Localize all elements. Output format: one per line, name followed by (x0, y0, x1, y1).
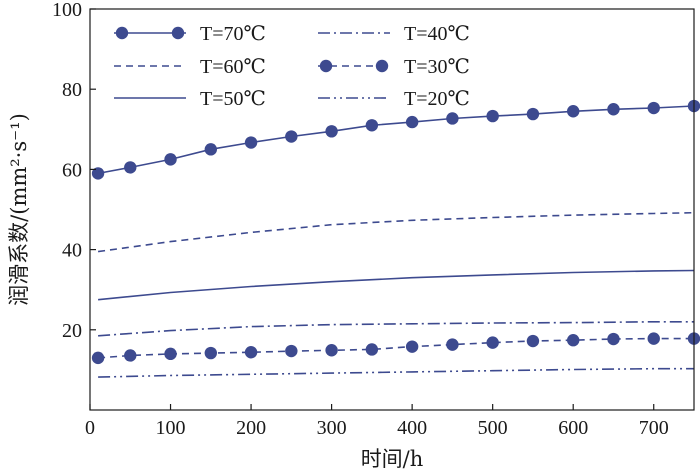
series-5-point (647, 332, 660, 345)
series-5-point (486, 336, 499, 349)
series-5-point (446, 338, 459, 351)
series-1-point (325, 125, 338, 138)
x-tick-label: 100 (156, 417, 186, 439)
legend-label: T=30℃ (404, 56, 470, 78)
series-5-point (365, 343, 379, 356)
series-5-point (124, 349, 137, 362)
series-5-point (164, 347, 177, 361)
series-6-line (98, 367, 694, 378)
series-5-point (607, 332, 620, 346)
legend-label: T=60℃ (200, 56, 266, 78)
series-1-point (526, 107, 540, 121)
series-5 (91, 332, 700, 365)
series-1-point (446, 112, 459, 125)
legend-swatch-marker (171, 26, 185, 40)
series-2-line (97, 211, 695, 253)
series-1-point (405, 115, 419, 129)
x-axis-title: 时间/h (361, 447, 424, 471)
series-3 (98, 269, 695, 301)
y-axis-title: 润滑系数/(mm²·s⁻¹) (7, 113, 31, 306)
plot-area (91, 99, 700, 378)
series-5-point (91, 351, 105, 365)
series-5-point (405, 340, 419, 353)
series-1-point (647, 101, 660, 115)
series-6 (98, 367, 694, 378)
y-tick-label: 60 (62, 159, 82, 181)
x-tick-label: 200 (236, 417, 266, 439)
series-1-point (365, 119, 379, 132)
legend-label: T=20℃ (404, 88, 470, 110)
series-1-point (164, 153, 177, 166)
legend-item-2: T=60℃ (114, 56, 266, 78)
plot-frame (89, 8, 695, 411)
series-1-point (124, 161, 137, 174)
legend-label: T=50℃ (200, 88, 266, 110)
legend-label: T=40℃ (404, 23, 470, 45)
series-5-line (98, 337, 694, 359)
series-5-point (526, 334, 540, 348)
series-5-point (244, 346, 258, 359)
y-tick-label: 40 (62, 240, 82, 262)
x-tick-label: 0 (85, 417, 95, 439)
legend-swatch-marker (319, 59, 333, 73)
x-tick-label: 500 (478, 417, 508, 439)
series-1-point (486, 109, 499, 123)
y-tick-label: 100 (52, 0, 82, 21)
legend-swatch-marker (115, 26, 129, 40)
series-5-point (204, 346, 217, 360)
series-1-point (204, 143, 217, 156)
legend-item-5: T=30℃ (318, 56, 470, 78)
series-1-point (567, 105, 580, 118)
legend-swatch-marker (375, 59, 389, 73)
series-5-point (285, 344, 298, 358)
x-tick-label: 400 (397, 417, 427, 439)
series-5-point (567, 334, 580, 347)
y-tick-label: 80 (62, 79, 82, 101)
legend: T=70℃ T=60℃ T=50℃ T=40℃ T=30℃ T=20℃ (114, 23, 470, 110)
series-2 (97, 211, 695, 253)
x-tick-label: 300 (317, 417, 347, 439)
legend-item-4: T=40℃ (318, 23, 470, 45)
series-1-point (285, 130, 298, 143)
series-1 (91, 99, 700, 180)
series-4-line (98, 320, 694, 337)
axes: 0 100 200 300 400 500 600 700 20 40 60 80 100 (52, 0, 695, 439)
legend-item-6: T=20℃ (318, 88, 470, 110)
y-tick-label: 20 (62, 320, 82, 342)
x-tick-label: 600 (558, 417, 588, 439)
series-1-point (607, 103, 620, 116)
legend-label: T=70℃ (200, 23, 266, 45)
legend-item-3: T=50℃ (114, 88, 266, 110)
series-4 (98, 320, 694, 337)
legend-item-1: T=70℃ (114, 23, 266, 45)
series-1-point (91, 167, 105, 180)
series-5-point (325, 344, 338, 357)
series-1-point (244, 136, 258, 149)
series-1-line (97, 105, 695, 175)
x-tick-label: 700 (639, 417, 669, 439)
series-3-line (98, 269, 695, 301)
